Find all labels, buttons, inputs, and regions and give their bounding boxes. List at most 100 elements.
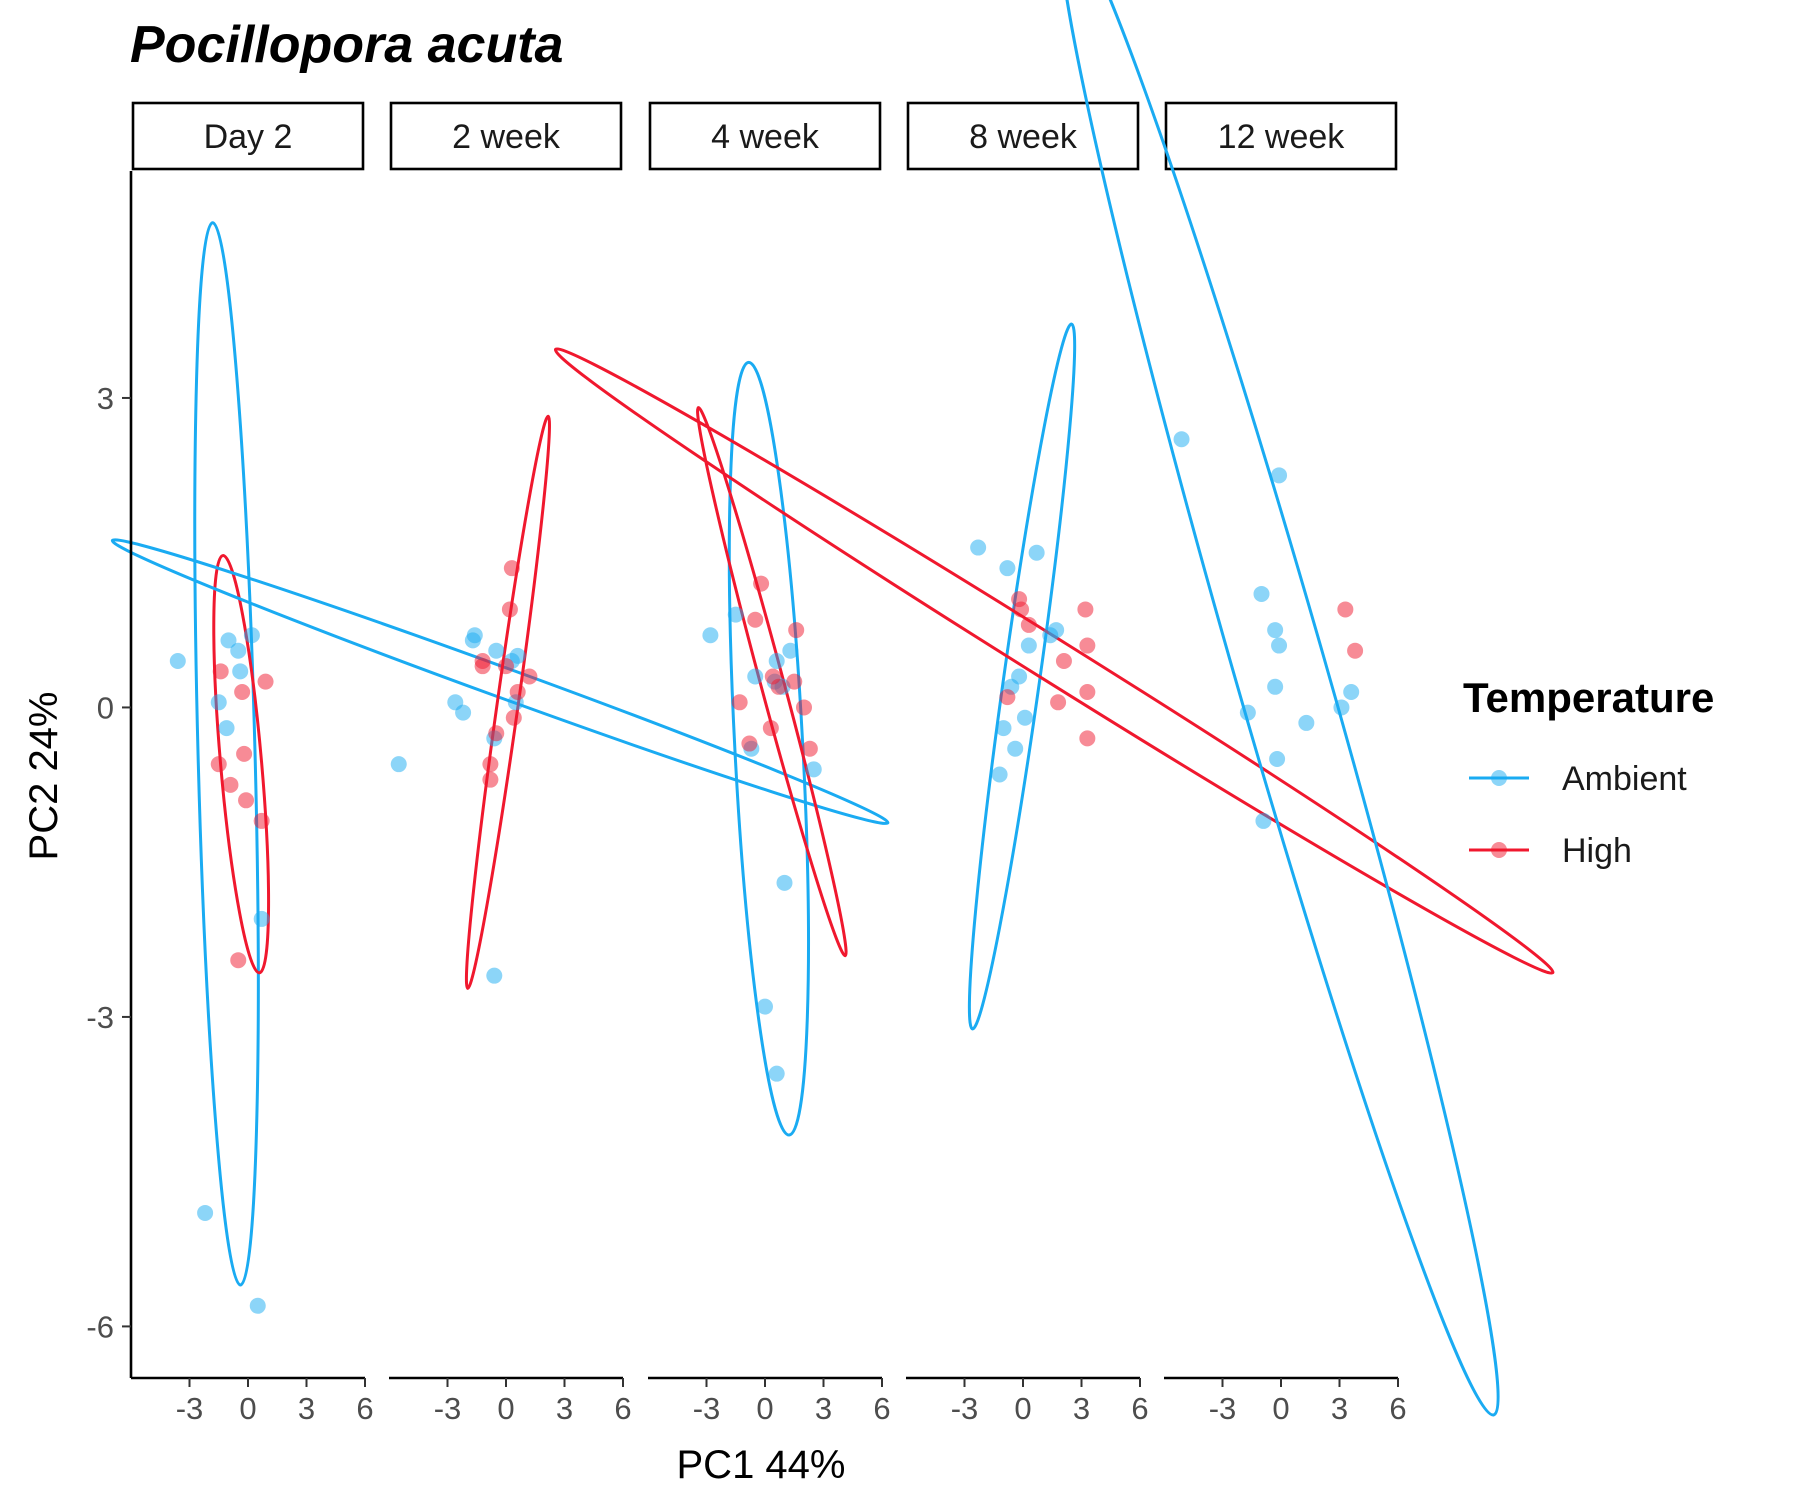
x-tick-label: -3 [176, 1391, 204, 1426]
legend-label: High [1562, 832, 1632, 870]
x-tick-label: 3 [1331, 1391, 1348, 1426]
point-ambient [1253, 585, 1270, 602]
x-tick-label: 6 [614, 1391, 631, 1426]
point-high [498, 658, 514, 675]
point-ambient [220, 632, 237, 649]
panel-day-2: Day 2 -3 0 3 6 [131, 101, 374, 1426]
point-ambient [1267, 622, 1284, 639]
x-tick-label: 6 [873, 1391, 890, 1426]
point-high [1079, 730, 1096, 747]
point-ambient [995, 720, 1012, 737]
point-ambient [210, 694, 227, 711]
point-ambient [1269, 751, 1286, 768]
y-tick-label: 0 [97, 690, 114, 725]
x-tick-label: -3 [434, 1391, 462, 1426]
point-high [501, 601, 518, 618]
point-high [482, 771, 499, 788]
strip-box [389, 101, 623, 171]
point-ambient [464, 632, 481, 649]
point-high [1347, 642, 1364, 659]
point-ambient [776, 874, 793, 891]
x-tick-label: 6 [1389, 1391, 1406, 1426]
x-tick-label: 6 [356, 1391, 373, 1426]
point-ambient [253, 910, 270, 927]
point-ambient [1016, 709, 1033, 726]
y-tick-label: -6 [86, 1309, 114, 1344]
point-high [753, 575, 770, 592]
panel-12-week: 12 week -3 0 3 6 [1058, 0, 1500, 1426]
point-ambient [1267, 678, 1284, 695]
panel-4-week: 4 week -3 0 3 6 [648, 101, 891, 1426]
y-axis-title: PC2 24% [22, 692, 66, 861]
strip-label: 12 week [1218, 118, 1346, 156]
point-high [741, 735, 758, 752]
x-axis-title: PC1 44% [677, 1443, 846, 1487]
point-ambient [1042, 627, 1059, 644]
point-ambient [197, 1204, 214, 1221]
strip-label: Day 2 [204, 118, 293, 156]
point-ambient [768, 653, 785, 670]
strip-label: 2 week [452, 118, 561, 156]
point-high [509, 683, 526, 700]
point-high [212, 663, 229, 680]
point-high [521, 668, 538, 685]
point-high [1055, 653, 1072, 670]
point-ambient [1343, 683, 1360, 700]
legend: Temperature Ambient High [1463, 674, 1714, 870]
point-ambient [1028, 544, 1045, 561]
point-ambient [1173, 431, 1190, 448]
ellipse-high [553, 347, 1555, 975]
x-tick-label: 3 [298, 1391, 315, 1426]
point-high [257, 673, 274, 690]
x-tick-label: -3 [693, 1391, 721, 1426]
panel-2-week: 2 week -3 0 3 6 [110, 101, 890, 1426]
point-ambient [1020, 637, 1037, 654]
point-ambient [249, 1297, 266, 1314]
strip-label: 4 week [711, 118, 820, 156]
point-ambient [782, 642, 799, 659]
point-high [1079, 637, 1096, 654]
x-tick-label: -3 [1209, 1391, 1237, 1426]
point-ambient [488, 642, 505, 659]
x-tick-label: 3 [556, 1391, 573, 1426]
point-ambient [243, 627, 260, 644]
facet-panels: Day 2 -3 0 3 6 2 week -3 0 3 6 4 week -3 0 3 6 8 week -3… [110, 0, 1555, 1426]
point-ambient [486, 967, 503, 984]
x-tick-label: 3 [1073, 1391, 1090, 1426]
point-ambient [1271, 467, 1288, 484]
point-ambient [1333, 699, 1350, 716]
point-high [234, 683, 251, 700]
ellipse-ambient [193, 221, 260, 1287]
ellipse-ambient [967, 322, 1077, 1031]
point-high [788, 622, 805, 639]
point-ambient [1298, 714, 1315, 731]
point-high [747, 611, 764, 628]
point-ambient [1239, 704, 1256, 721]
point-high [488, 725, 505, 742]
strip-box [131, 101, 365, 171]
x-tick-label: -3 [951, 1391, 979, 1426]
y-tick-label: -3 [86, 1000, 114, 1035]
point-ambient [218, 720, 235, 737]
point-ambient [169, 653, 186, 670]
point-ambient [991, 766, 1008, 783]
ellipse-ambient [1058, 0, 1500, 1417]
point-high [786, 673, 803, 690]
point-ambient [455, 704, 472, 721]
point-high [999, 689, 1016, 706]
point-high [796, 699, 812, 716]
point-ambient [702, 627, 719, 644]
point-high [1077, 601, 1094, 618]
legend-key-point [1491, 770, 1507, 786]
point-high [770, 678, 787, 695]
x-tick-label: 0 [1014, 1391, 1031, 1426]
x-tick-label: 0 [1272, 1391, 1289, 1426]
point-high [1013, 601, 1030, 618]
point-high [762, 720, 779, 737]
legend-item-ambient: Ambient [1469, 760, 1687, 798]
point-high [482, 756, 499, 773]
point-ambient [747, 668, 764, 685]
point-ambient [232, 663, 249, 680]
point-ambient [999, 560, 1016, 577]
